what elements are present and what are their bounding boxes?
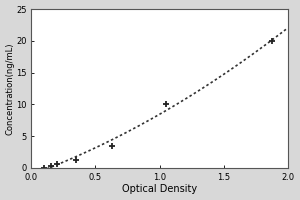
X-axis label: Optical Density: Optical Density <box>122 184 197 194</box>
Y-axis label: Concentration(ng/mL): Concentration(ng/mL) <box>6 42 15 135</box>
